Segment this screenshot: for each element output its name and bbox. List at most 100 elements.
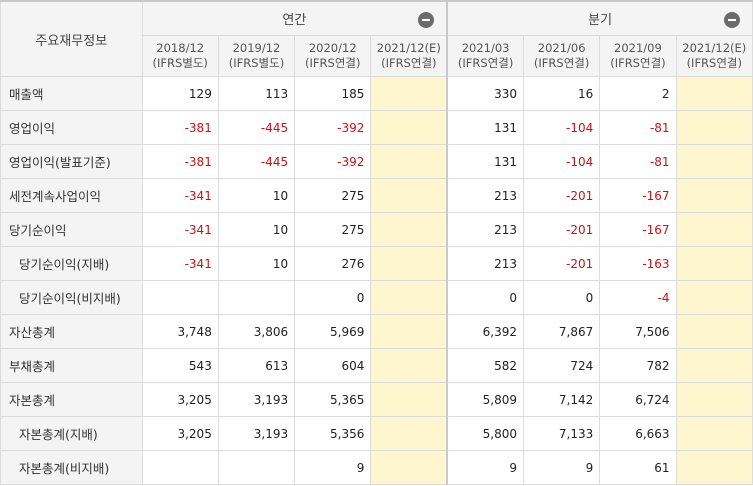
- row-label: 당기순이익(비지배): [0, 280, 143, 315]
- value-cell: [675, 144, 753, 179]
- row-label: 자본총계(비지배): [0, 450, 143, 485]
- period-date: 2021/03: [461, 41, 510, 55]
- value-cell: 275: [294, 178, 372, 213]
- annual-group-header: 연간: [141, 0, 448, 36]
- value-cell: 613: [217, 348, 296, 383]
- value-cell: [675, 280, 753, 315]
- value-cell: [370, 280, 448, 315]
- annual-label: 연간: [282, 13, 307, 28]
- value-cell: 0: [522, 280, 601, 315]
- value-cell: 5,356: [294, 416, 372, 451]
- value-cell: [675, 212, 753, 247]
- period-header: 2020/12 (IFRS연결): [294, 35, 372, 77]
- table-row: 자본총계(비지배) 9 9 9 61: [0, 450, 753, 485]
- value-cell: [217, 450, 296, 485]
- value-cell: [370, 450, 448, 485]
- value-cell: 0: [294, 280, 372, 315]
- value-cell: 5,809: [446, 382, 525, 417]
- value-cell: -201: [522, 212, 601, 247]
- value-cell: -445: [217, 110, 296, 145]
- period-header: 2018/12 (IFRS별도): [141, 35, 219, 77]
- period-header: 2021/12(E) (IFRS연결): [370, 35, 448, 77]
- period-header: 2019/12 (IFRS별도): [217, 35, 296, 77]
- table-row: 당기순이익(지배) -341 10 276 213 -201 -163: [0, 246, 753, 281]
- value-cell: -341: [141, 246, 219, 281]
- period-date: 2021/12(E): [682, 41, 747, 55]
- value-cell: [141, 280, 219, 315]
- value-cell: 276: [294, 246, 372, 281]
- table-row: 자본총계(지배) 3,205 3,193 5,356 5,800 7,133 6,663: [0, 416, 753, 451]
- row-label: 자본총계: [0, 382, 143, 417]
- value-cell: -201: [522, 246, 601, 281]
- period-basis: (IFRS연결): [457, 56, 514, 70]
- value-cell: 3,193: [217, 416, 296, 451]
- value-cell: [217, 280, 296, 315]
- value-cell: 724: [522, 348, 601, 383]
- table-row: 당기순이익(비지배) 0 0 0 -4: [0, 280, 753, 315]
- row-label: 당기순이익: [0, 212, 143, 247]
- value-cell: 9: [294, 450, 372, 485]
- value-cell: 5,365: [294, 382, 372, 417]
- period-basis: (IFRS연결): [533, 56, 590, 70]
- period-header: 2021/09 (IFRS연결): [599, 35, 677, 77]
- collapse-quarterly-icon[interactable]: [724, 12, 740, 28]
- collapse-annual-icon[interactable]: [418, 12, 435, 28]
- value-cell: [675, 416, 753, 451]
- value-cell: 16: [522, 76, 601, 111]
- value-cell: 129: [141, 76, 219, 111]
- table-row: 영업이익(발표기준) -381 -445 -392 131 -104 -81: [0, 144, 753, 179]
- period-date: 2018/12: [156, 41, 205, 55]
- value-cell: [370, 178, 448, 213]
- value-cell: 0: [446, 280, 525, 315]
- table-row: 부채총계 543 613 604 582 724 782: [0, 348, 753, 383]
- value-cell: 5,800: [446, 416, 525, 451]
- table-row: 자산총계 3,748 3,806 5,969 6,392 7,867 7,506: [0, 314, 753, 349]
- value-cell: 3,748: [141, 314, 219, 349]
- quarterly-label: 분기: [588, 13, 613, 28]
- period-date: 2019/12: [232, 41, 281, 55]
- value-cell: [370, 144, 448, 179]
- value-cell: [675, 348, 753, 383]
- value-cell: -381: [141, 110, 219, 145]
- row-label: 영업이익: [0, 110, 143, 145]
- period-header: 2021/06 (IFRS연결): [522, 35, 601, 77]
- value-cell: -392: [294, 110, 372, 145]
- table-row: 영업이익 -381 -445 -392 131 -104 -81: [0, 110, 753, 145]
- row-label: 세전계속사업이익: [0, 178, 143, 213]
- value-cell: -167: [599, 178, 677, 213]
- table-row: 세전계속사업이익 -341 10 275 213 -201 -167: [0, 178, 753, 213]
- row-label: 자본총계(지배): [0, 416, 143, 451]
- table-row: 자본총계 3,205 3,193 5,365 5,809 7,142 6,724: [0, 382, 753, 417]
- value-cell: [141, 450, 219, 485]
- value-cell: 9: [446, 450, 525, 485]
- period-basis: (IFRS연결): [305, 56, 361, 70]
- period-header: 2021/12(E) (IFRS연결): [675, 35, 753, 77]
- row-label: 매출액: [0, 76, 143, 111]
- value-cell: 7,133: [522, 416, 601, 451]
- value-cell: 10: [217, 246, 296, 281]
- value-cell: [675, 76, 753, 111]
- value-cell: 61: [599, 450, 677, 485]
- row-label: 부채총계: [0, 348, 143, 383]
- value-cell: -445: [217, 144, 296, 179]
- row-label: 영업이익(발표기준): [0, 144, 143, 179]
- value-cell: 604: [294, 348, 372, 383]
- row-label: 당기순이익(지배): [0, 246, 143, 281]
- value-cell: [370, 110, 448, 145]
- row-label: 자산총계: [0, 314, 143, 349]
- value-cell: 113: [217, 76, 296, 111]
- value-cell: 3,806: [217, 314, 296, 349]
- value-cell: [370, 416, 448, 451]
- corner-title: 주요재무정보: [0, 0, 143, 77]
- value-cell: 213: [446, 178, 525, 213]
- value-cell: [370, 314, 448, 349]
- table-row: 당기순이익 -341 10 275 213 -201 -167: [0, 212, 753, 247]
- period-basis: (IFRS연결): [686, 56, 742, 70]
- period-date: 2021/06: [537, 41, 586, 55]
- value-cell: -81: [599, 144, 677, 179]
- value-cell: -381: [141, 144, 219, 179]
- period-basis: (IFRS연결): [610, 56, 666, 70]
- table-row: 매출액 129 113 185 330 16 2: [0, 76, 753, 111]
- value-cell: 213: [446, 246, 525, 281]
- value-cell: -163: [599, 246, 677, 281]
